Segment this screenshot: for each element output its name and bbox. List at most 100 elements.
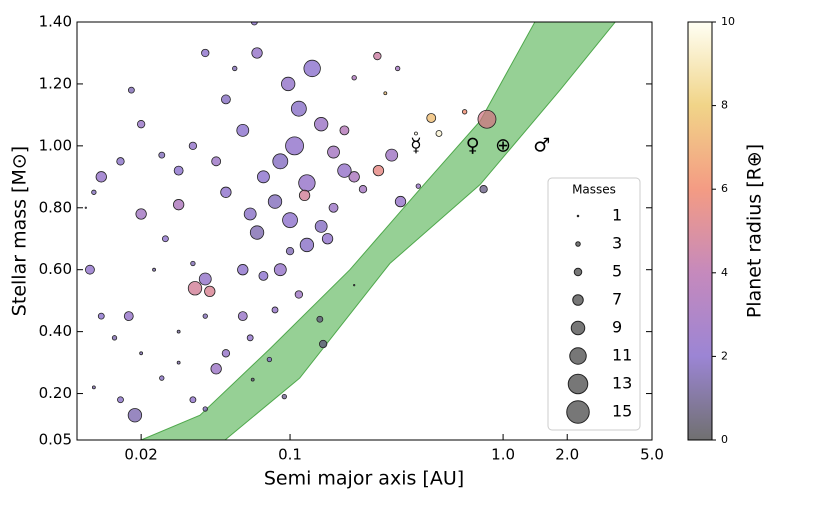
planet-point xyxy=(294,290,304,299)
planet-point xyxy=(414,131,418,136)
planet-point xyxy=(351,75,357,81)
x-tick-label: 0.1 xyxy=(278,446,302,464)
planet-point xyxy=(189,396,197,404)
colorbar xyxy=(687,21,713,441)
x-tick-label: 0.02 xyxy=(124,446,157,464)
planet-point xyxy=(243,207,257,221)
planet-point xyxy=(298,174,316,192)
planet-point xyxy=(176,360,181,365)
planet-point xyxy=(299,237,315,253)
planet-point xyxy=(249,225,265,240)
colorbar-tick-label: 4 xyxy=(721,266,728,279)
planet-point xyxy=(204,285,216,298)
planet-point xyxy=(435,130,443,137)
legend-size-label: 11 xyxy=(612,346,632,365)
planet-point xyxy=(111,335,118,341)
legend-size-marker xyxy=(569,347,587,365)
planet-point xyxy=(281,76,296,92)
planet-point xyxy=(395,65,401,72)
planet-point xyxy=(236,123,250,137)
solar-system-symbol: ⊕ xyxy=(495,134,511,156)
planet-point xyxy=(426,113,437,123)
planet-point xyxy=(237,264,249,276)
planet-point xyxy=(258,270,269,281)
planet-point xyxy=(314,117,329,132)
planet-point xyxy=(198,272,212,286)
planet-point xyxy=(221,94,231,105)
planet-point xyxy=(314,219,328,233)
solar-system-symbol: ♂ xyxy=(533,134,550,156)
planet-point xyxy=(84,206,87,209)
planet-point xyxy=(251,47,263,59)
planet-point xyxy=(127,408,143,423)
legend-size-label: 15 xyxy=(612,402,632,421)
planet-point xyxy=(158,151,166,159)
colorbar-tick-label: 2 xyxy=(721,349,728,362)
legend-size-marker xyxy=(575,241,581,247)
legend-size-label: 7 xyxy=(612,290,622,309)
legend-size-label: 3 xyxy=(612,234,622,253)
planet-point xyxy=(176,329,181,334)
legend-size-marker xyxy=(566,400,590,424)
planet-point xyxy=(316,315,324,323)
y-tick-label: 0.20 xyxy=(39,384,72,402)
planet-point xyxy=(282,212,298,229)
habitable-zone xyxy=(140,22,616,440)
planet-point xyxy=(85,264,95,275)
colorbar-tick-label: 10 xyxy=(721,15,735,28)
planet-point xyxy=(162,235,169,243)
x-axis-label: Semi major axis [AU] xyxy=(264,468,464,490)
planet-point xyxy=(272,153,289,170)
planet-point xyxy=(250,22,258,26)
planet-point xyxy=(188,141,198,151)
planet-point xyxy=(266,356,273,363)
legend-size-marker xyxy=(576,214,580,218)
x-tick-label: 1.0 xyxy=(491,446,515,464)
x-tick-label: 5.0 xyxy=(640,446,664,464)
colorbar-tick-label: 6 xyxy=(721,182,728,195)
planet-point xyxy=(211,156,222,167)
planet-point xyxy=(348,171,360,183)
legend-size-marker xyxy=(573,267,583,277)
planet-point xyxy=(290,100,307,117)
planet-point xyxy=(281,394,287,400)
planet-point xyxy=(127,86,135,94)
planet-point xyxy=(159,375,165,381)
x-tick-label: 2.0 xyxy=(555,446,579,464)
planet-point xyxy=(353,284,356,287)
planet-point xyxy=(190,260,196,267)
planet-point xyxy=(373,51,382,61)
legend-size-label: 5 xyxy=(612,262,622,281)
plot-area xyxy=(84,22,616,440)
planet-point xyxy=(271,306,279,314)
planet-point xyxy=(383,91,388,96)
planet-point xyxy=(461,109,468,115)
y-tick-label: 0.05 xyxy=(39,431,72,449)
planet-point xyxy=(136,120,146,129)
y-tick-label: 1.00 xyxy=(39,136,72,154)
y-axis-label: Stellar mass [M⊙] xyxy=(9,146,31,316)
solar-system-symbol: ☿ xyxy=(410,134,422,156)
legend-box xyxy=(547,177,641,431)
planet-point xyxy=(250,377,255,382)
planet-point xyxy=(321,233,334,245)
legend-size-marker xyxy=(572,294,584,306)
y-tick-label: 0.40 xyxy=(39,322,72,340)
planet-point xyxy=(172,199,185,211)
planet-point xyxy=(394,195,407,208)
planet-point xyxy=(95,171,107,183)
planet-point xyxy=(479,185,488,194)
planet-point xyxy=(339,125,350,136)
legend-size-marker xyxy=(567,373,589,395)
y-tick-label: 0.80 xyxy=(39,198,72,216)
y-tick-label: 1.40 xyxy=(39,13,72,31)
planet-point xyxy=(220,186,232,198)
legend-size-label: 1 xyxy=(612,206,622,225)
colorbar-tick-label: 8 xyxy=(721,99,728,112)
planet-point xyxy=(372,164,385,177)
planet-point xyxy=(202,406,208,412)
planet-point xyxy=(152,267,156,272)
planet-point xyxy=(477,109,497,129)
planet-point xyxy=(328,202,339,213)
